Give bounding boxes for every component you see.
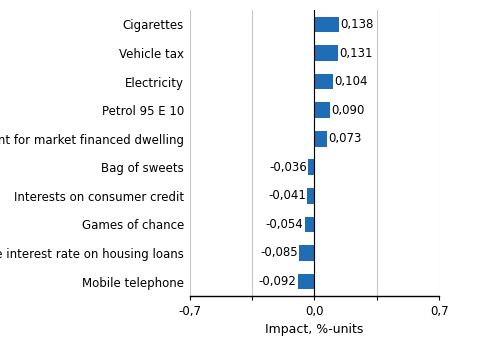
Bar [299,245,314,261]
Text: -0,041: -0,041 [268,189,306,202]
Text: 0,138: 0,138 [340,18,374,31]
Text: 0,104: 0,104 [334,75,368,88]
Bar [314,102,330,118]
Text: 0,073: 0,073 [329,132,362,145]
Text: -0,092: -0,092 [259,275,297,288]
Bar [314,74,333,89]
Bar [305,217,314,232]
Text: 0,131: 0,131 [339,47,372,60]
Bar [314,17,339,32]
Text: -0,036: -0,036 [269,161,307,174]
Bar [307,188,314,204]
Text: 0,090: 0,090 [332,104,365,117]
X-axis label: Impact, %-units: Impact, %-units [265,323,364,336]
Bar [308,159,314,175]
Bar [314,131,327,147]
Text: -0,054: -0,054 [266,218,303,231]
Bar [298,274,314,289]
Bar [314,45,338,61]
Text: -0,085: -0,085 [260,246,298,259]
